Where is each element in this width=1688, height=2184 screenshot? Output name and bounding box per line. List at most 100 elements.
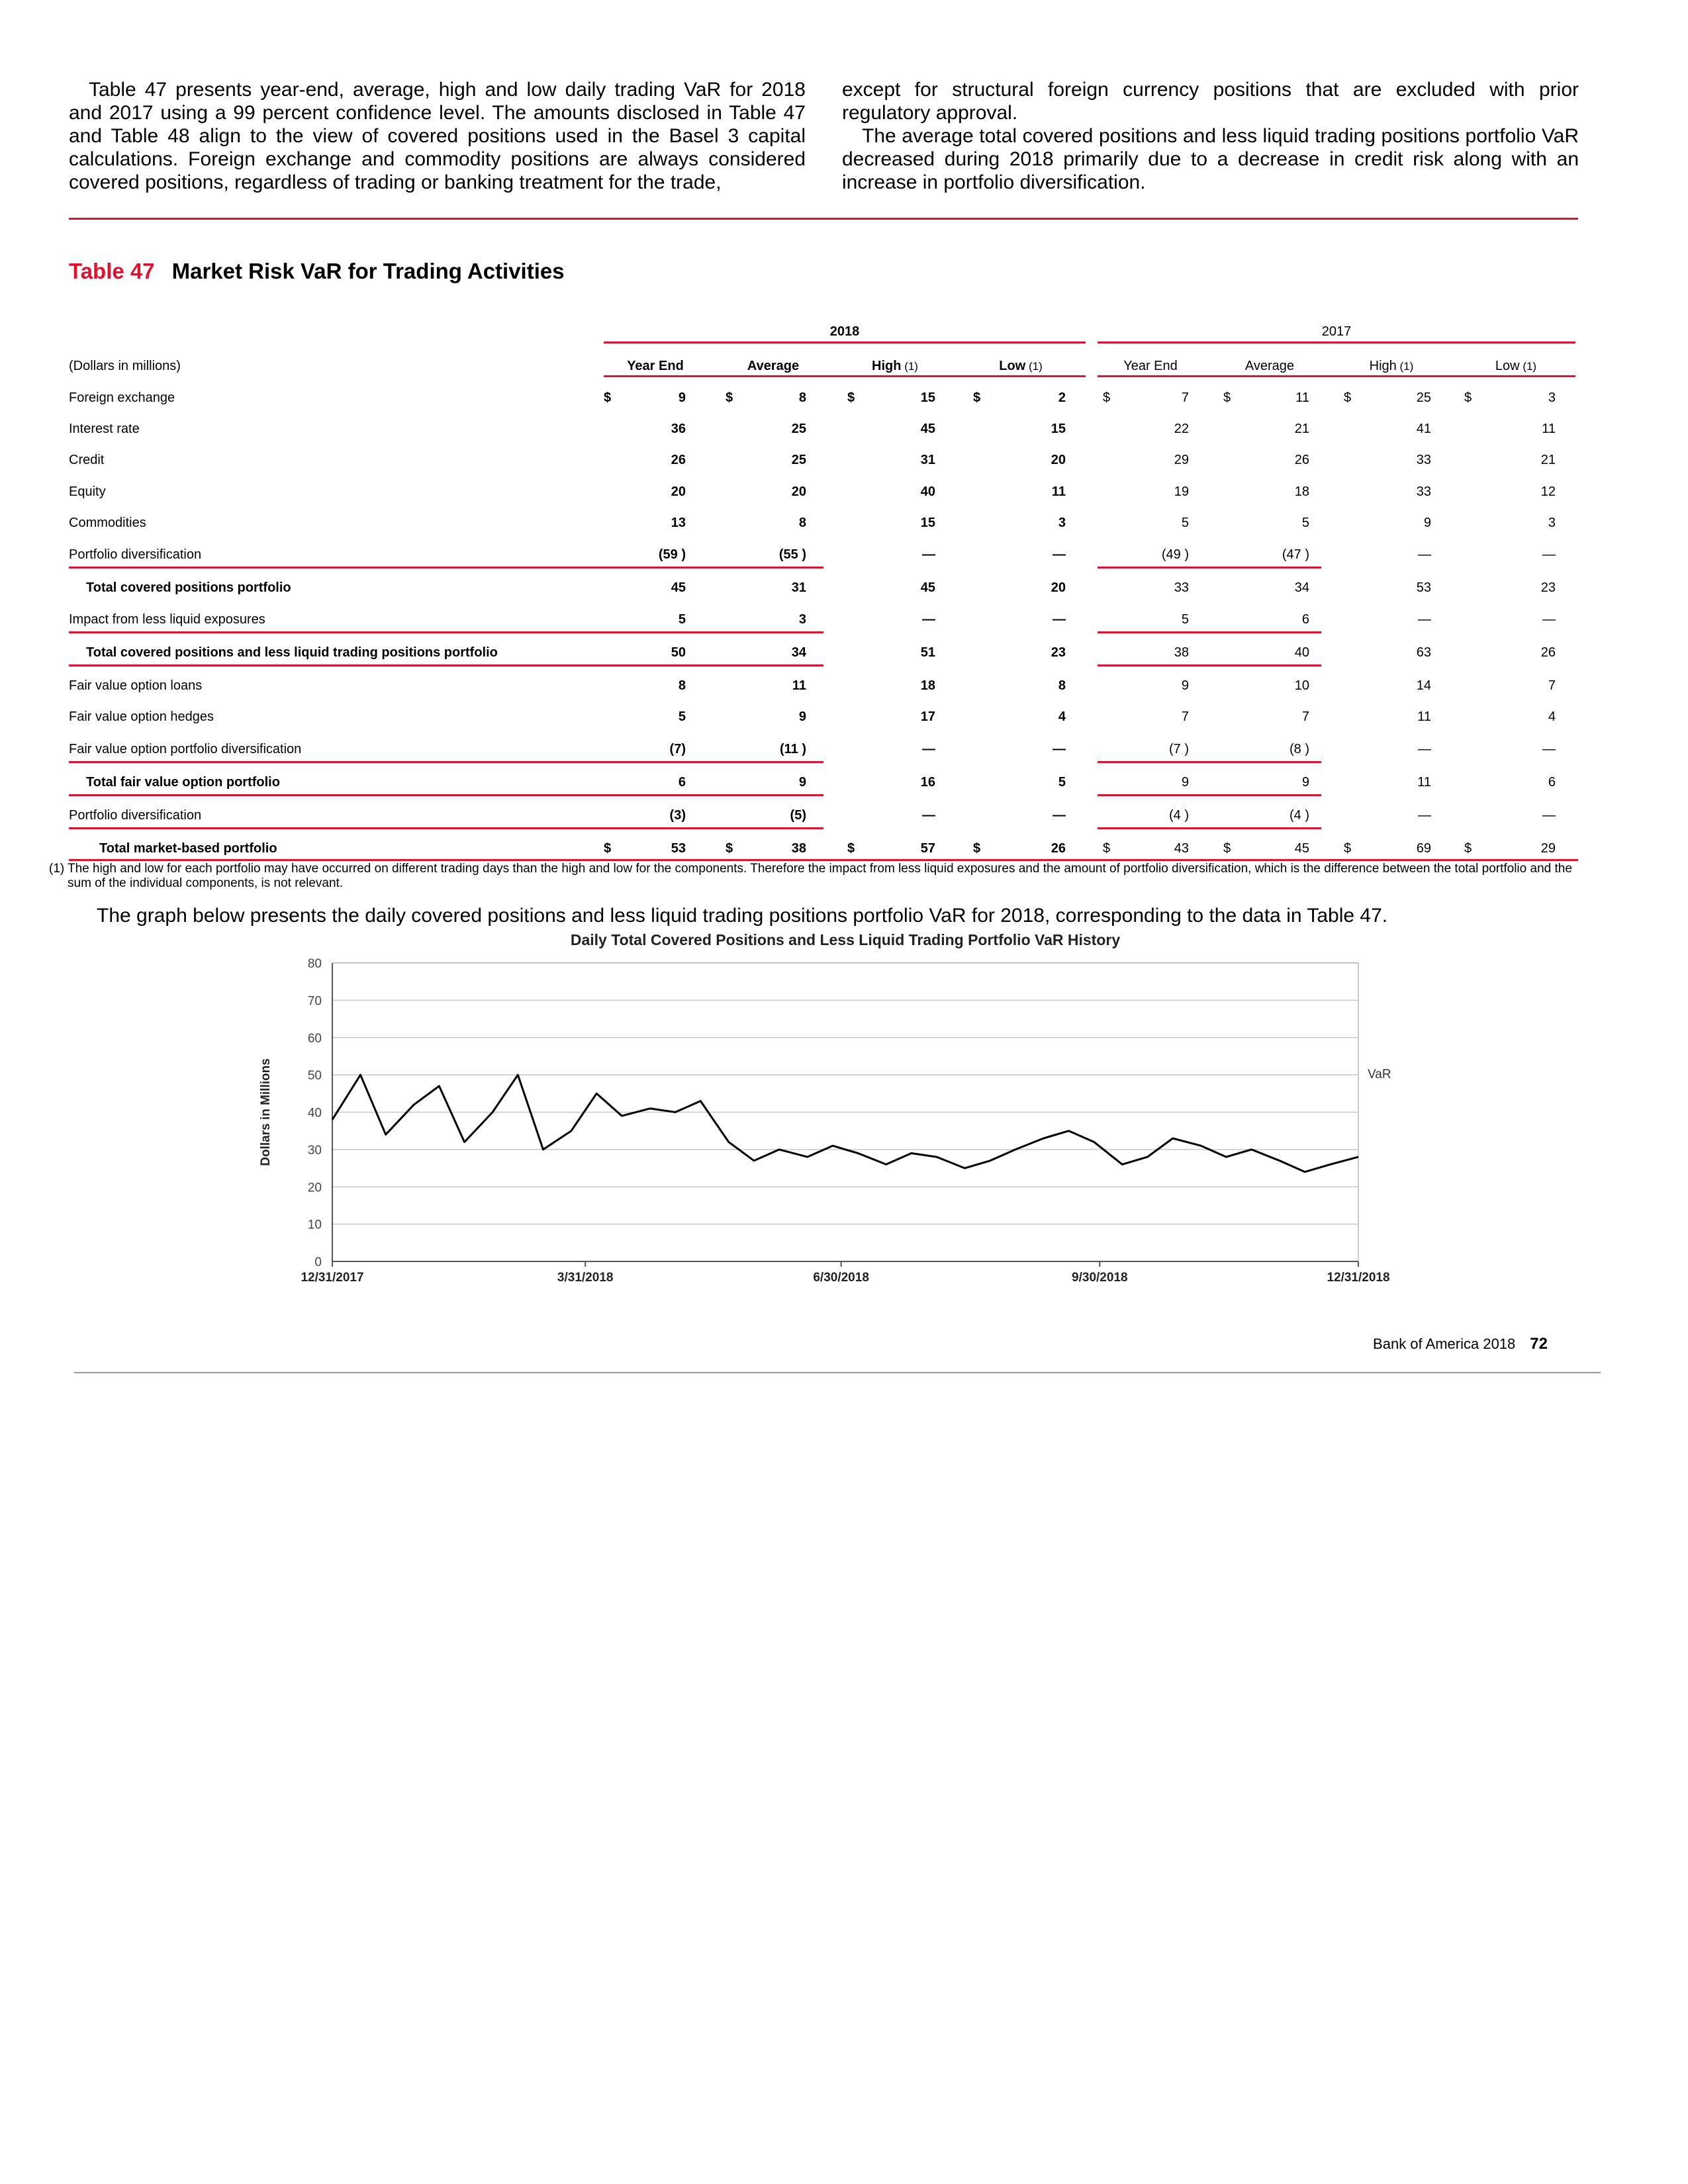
table-cell: 11 [1417, 775, 1431, 790]
table-cell: 3 [1058, 516, 1066, 530]
table-cell: 43 [1174, 841, 1189, 856]
currency-symbol: $ [1344, 390, 1352, 405]
row-label: Fair value option portfolio diversificat… [69, 742, 302, 756]
table-cell: 23 [1051, 645, 1066, 660]
table-rule [604, 341, 1086, 343]
table-cell: 69 [1416, 841, 1431, 856]
table-rule [1098, 375, 1575, 377]
table-cell: 17 [920, 709, 935, 724]
column-header: Average [714, 358, 833, 374]
y-axis-label: Dollars in Millions [259, 1058, 273, 1166]
currency-symbol: $ [1464, 390, 1472, 405]
table-cell: (11 ) [779, 742, 806, 756]
y-tick-label: 30 [308, 1144, 322, 1158]
table-cell: (47 ) [1282, 547, 1309, 562]
column-header: Low (1) [961, 358, 1080, 375]
table-cell: 5 [1181, 612, 1189, 627]
table-rule [69, 664, 823, 666]
table-cell: 18 [920, 678, 935, 693]
table-rule [1098, 794, 1321, 796]
table-cell: 25 [791, 453, 806, 467]
table-cell: 50 [671, 645, 686, 660]
column-header: Year End [1091, 358, 1210, 374]
column-header-label: Average [1244, 359, 1295, 373]
table-cell: — [1418, 547, 1431, 562]
table-cell: (59 ) [658, 547, 686, 562]
row-label: Impact from less liquid exposures [69, 612, 265, 627]
table-cell: 5 [678, 709, 686, 724]
currency-symbol: $ [1103, 390, 1111, 405]
var-series-line [331, 1073, 1359, 1173]
table-cell: 15 [920, 516, 935, 530]
table-cell: 20 [671, 484, 686, 499]
row-label: Foreign exchange [69, 390, 175, 405]
table-cell: 10 [1294, 678, 1309, 693]
year-header-2018: 2018 [829, 324, 860, 339]
table-cell: — [1542, 808, 1556, 823]
intro-paragraph: except for structural foreign currency p… [842, 79, 1579, 124]
row-label: Credit [69, 453, 105, 467]
table-cell: 2 [1058, 390, 1066, 405]
table-cell: 45 [920, 422, 935, 436]
table-cell: 23 [1540, 580, 1556, 595]
table-cell: — [1542, 742, 1556, 756]
table-cell: 33 [1416, 484, 1431, 499]
y-tick-label: 80 [308, 957, 322, 971]
table-cell: — [1053, 742, 1066, 756]
table-cell: 36 [671, 422, 686, 436]
table-cell: 29 [1540, 841, 1556, 856]
table-rule [69, 859, 1578, 861]
table-cell: 51 [920, 645, 935, 660]
y-tick-label: 50 [308, 1069, 322, 1083]
table-cell: 8 [678, 678, 686, 693]
currency-symbol: $ [604, 841, 612, 856]
row-label: Total covered positions portfolio [86, 580, 291, 595]
table-rule [604, 375, 1086, 377]
table-cell: 11 [1051, 484, 1066, 499]
table-cell: 26 [671, 453, 686, 467]
table-cell: — [1418, 612, 1431, 627]
intro-left-column: Table 47 presents year-end, average, hig… [69, 78, 806, 194]
table-cell: 9 [1423, 516, 1431, 530]
table-cell: 7 [1181, 709, 1189, 724]
footnote-ref: (1) [901, 360, 918, 373]
table-cell: 34 [1294, 580, 1309, 595]
table-cell: 9 [678, 390, 686, 405]
row-label: Fair value option hedges [69, 709, 214, 724]
table-cell: — [1053, 612, 1066, 627]
table-cell: 53 [671, 841, 686, 856]
table-cell: (7 ) [1169, 742, 1189, 756]
table-cell: 15 [1051, 422, 1066, 436]
table-cell: 11 [1417, 709, 1431, 724]
currency-symbol: $ [604, 390, 612, 405]
table-cell: 34 [791, 645, 806, 660]
table-cell: 7 [1301, 709, 1309, 724]
table-cell: 33 [1174, 580, 1189, 595]
series-label: VaR [1368, 1068, 1391, 1081]
footer-text: Bank of America 2018 [1373, 1336, 1516, 1352]
column-header-label: High [1369, 359, 1397, 373]
table-rule [69, 631, 823, 633]
currency-symbol: $ [1344, 841, 1352, 856]
column-header: Average [1210, 358, 1329, 374]
table-cell: 31 [791, 580, 806, 595]
table-cell: 7 [1181, 390, 1189, 405]
column-header: High (1) [1332, 358, 1451, 375]
x-tick-label: 6/30/2018 [813, 1271, 869, 1285]
table-cell: (55 ) [778, 547, 806, 562]
table-cell: 29 [1174, 453, 1189, 467]
currency-symbol: $ [1223, 390, 1231, 405]
table-cell: — [1053, 808, 1066, 823]
table-cell: — [1542, 547, 1556, 562]
table-cell: 6 [678, 775, 686, 790]
row-label: Fair value option loans [69, 678, 203, 693]
currency-symbol: $ [847, 390, 855, 405]
table-cell: 3 [1548, 390, 1556, 405]
table-cell: — [1053, 547, 1066, 562]
var-history-chart: Daily Total Covered Positions and Less L… [259, 931, 1391, 1285]
row-label: Portfolio diversification [69, 808, 202, 823]
table-cell: 12 [1540, 484, 1556, 499]
footnote-ref: (1) [1519, 360, 1537, 373]
column-header: Year End [596, 358, 715, 374]
column-header-label: Average [747, 359, 800, 373]
